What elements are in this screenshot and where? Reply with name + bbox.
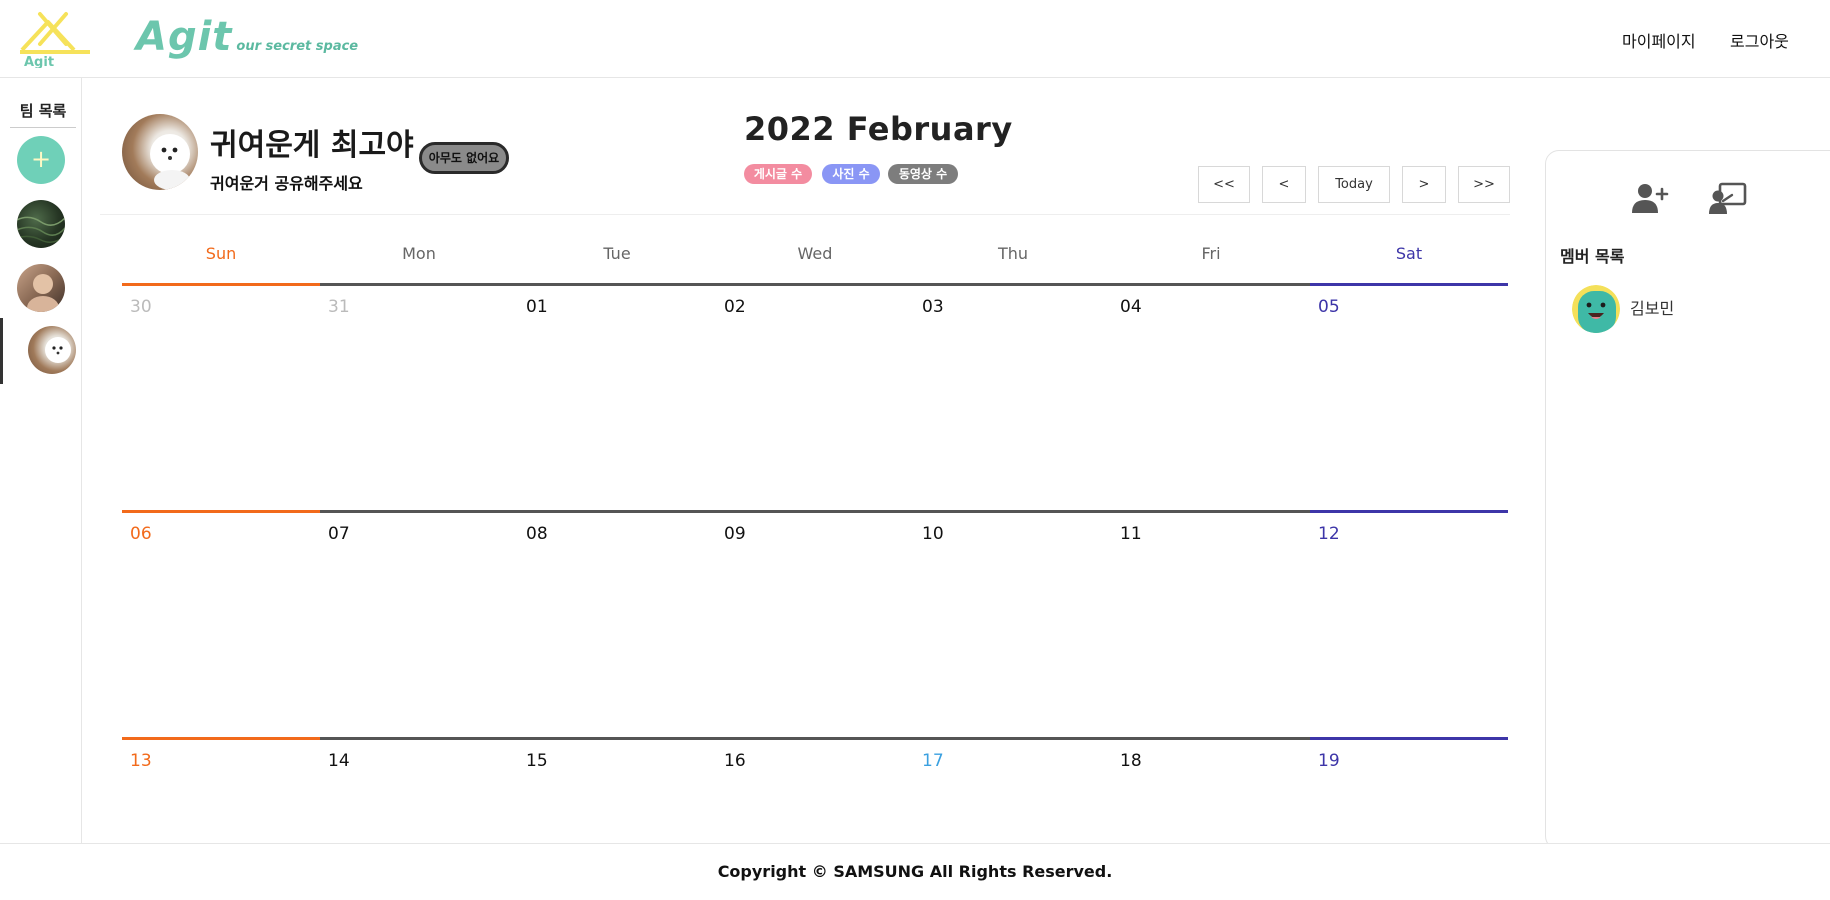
team-description: 귀여운거 공유해주세요 (210, 174, 363, 193)
calendar-day-cell[interactable]: 18 (1120, 751, 1142, 771)
week-3-line-wed (716, 737, 914, 740)
calendar-month-title: 2022 February (744, 110, 1013, 148)
online-status-badge: 아무도 없어요 (419, 142, 509, 174)
weekday-header-sun: Sun (205, 244, 237, 263)
calendar-day-cell[interactable]: 01 (526, 297, 548, 317)
calendar-day-cell[interactable]: 31 (328, 297, 350, 317)
weekday-header-fri: Fri (1201, 244, 1221, 263)
week-3-line-tue (518, 737, 716, 740)
calendar-day-cell[interactable]: 19 (1318, 751, 1340, 771)
calendar-day-cell[interactable]: 05 (1318, 297, 1340, 317)
logo-tagline: our secret space (236, 39, 359, 54)
week-1-line-mon (320, 283, 518, 286)
screen-share-icon[interactable] (1708, 181, 1748, 217)
week-2-line-tue (518, 510, 716, 513)
calendar-day-cell[interactable]: 17 (922, 751, 944, 771)
weekday-header-tue: Tue (603, 244, 631, 263)
week-3-line-sun (122, 737, 320, 740)
week-3-line-mon (320, 737, 518, 740)
team-name: 귀여운게 최고야 (210, 128, 414, 163)
prev-month-button[interactable]: < (1262, 166, 1306, 203)
calendar-day-cell[interactable]: 06 (130, 524, 152, 544)
today-button[interactable]: Today (1318, 166, 1390, 203)
calendar-day-cell[interactable]: 04 (1120, 297, 1142, 317)
calendar-day-cell[interactable]: 09 (724, 524, 746, 544)
team-avatar-3-active[interactable] (28, 326, 76, 374)
copyright-text: Copyright © SAMSUNG All Rights Reserved. (717, 862, 1113, 881)
agit-wordmark[interactable]: Agit our secret space (136, 14, 358, 64)
team-avatar-2[interactable] (17, 264, 65, 312)
week-1-line-tue (518, 283, 716, 286)
main-content: 귀여운게 최고야 귀여운거 공유해주세요 아무도 없어요 2022 Februa… (82, 78, 1545, 843)
team-profile-photo (122, 114, 198, 190)
calendar-day-cell[interactable]: 30 (130, 297, 152, 317)
week-2-line-thu (914, 510, 1112, 513)
calendar-day-cell[interactable]: 14 (328, 751, 350, 771)
weekday-header-wed: Wed (797, 244, 833, 263)
calendar-day-cell[interactable]: 08 (526, 524, 548, 544)
team-avatar-1[interactable] (17, 200, 65, 248)
member-name: 김보민 (1630, 299, 1675, 318)
logo-small-text: Agit (24, 55, 54, 68)
person-plus-icon (1632, 184, 1669, 213)
calendar-day-cell[interactable]: 11 (1120, 524, 1142, 544)
calendar-day-cell[interactable]: 03 (922, 297, 944, 317)
tent-icon: Agit (20, 12, 90, 70)
member-list-title: 멤버 목록 (1560, 247, 1625, 266)
header-divider (100, 214, 1510, 215)
person-image-icon (27, 274, 59, 312)
calendar-day-cell[interactable]: 13 (130, 751, 152, 771)
logo-big-text: Agit (136, 14, 233, 60)
member-panel: 멤버 목록 김보민 (1545, 150, 1830, 850)
puppy-image-icon (45, 337, 71, 363)
calendar-day-cell[interactable]: 15 (526, 751, 548, 771)
week-2-line-sat (1310, 510, 1508, 513)
footer: Copyright © SAMSUNG All Rights Reserved. (0, 843, 1830, 899)
legend-videos-badge: 동영상 수 (888, 164, 958, 184)
forest-image-icon (17, 216, 65, 243)
last-month-button[interactable]: >> (1458, 166, 1510, 203)
calendar-day-cell[interactable]: 07 (328, 524, 350, 544)
add-member-icon[interactable] (1630, 181, 1670, 217)
nav-mypage-link[interactable]: 마이페이지 (1622, 32, 1696, 51)
week-2-line-sun (122, 510, 320, 513)
team-list-title: 팀 목록 (10, 100, 76, 128)
next-month-button[interactable]: > (1402, 166, 1446, 203)
first-month-button[interactable]: << (1198, 166, 1250, 203)
weekday-header-thu: Thu (997, 244, 1029, 263)
top-header: Agit Agit our secret space 마이페이지 로그아웃 (0, 0, 1830, 78)
week-1-line-fri (1112, 283, 1310, 286)
legend-posts-badge: 게시글 수 (744, 164, 812, 184)
week-2-line-mon (320, 510, 518, 513)
monster-avatar-icon (1572, 285, 1620, 333)
legend-photos-badge: 사진 수 (822, 164, 880, 184)
week-2-line-fri (1112, 510, 1310, 513)
puppy-photo-icon (150, 134, 190, 190)
week-3-line-thu (914, 737, 1112, 740)
week-1-line-thu (914, 283, 1112, 286)
add-team-button[interactable]: + (17, 136, 65, 184)
calendar-day-cell[interactable]: 02 (724, 297, 746, 317)
week-3-line-sat (1310, 737, 1508, 740)
presentation-icon (1709, 182, 1747, 214)
calendar-day-cell[interactable]: 10 (922, 524, 944, 544)
active-team-indicator (0, 318, 3, 384)
week-1-line-sun (122, 283, 320, 286)
week-3-line-fri (1112, 737, 1310, 740)
team-sidebar: 팀 목록 + (0, 78, 82, 843)
weekday-header-mon: Mon (402, 244, 436, 263)
calendar-day-cell[interactable]: 16 (724, 751, 746, 771)
calendar-day-cell[interactable]: 12 (1318, 524, 1340, 544)
weekday-header-sat: Sat (1395, 244, 1423, 263)
nav-logout-link[interactable]: 로그아웃 (1730, 32, 1789, 51)
week-2-line-wed (716, 510, 914, 513)
agit-tent-logo[interactable]: Agit (18, 10, 92, 70)
week-1-line-wed (716, 283, 914, 286)
member-avatar[interactable] (1572, 285, 1620, 333)
week-1-line-sat (1310, 283, 1508, 286)
